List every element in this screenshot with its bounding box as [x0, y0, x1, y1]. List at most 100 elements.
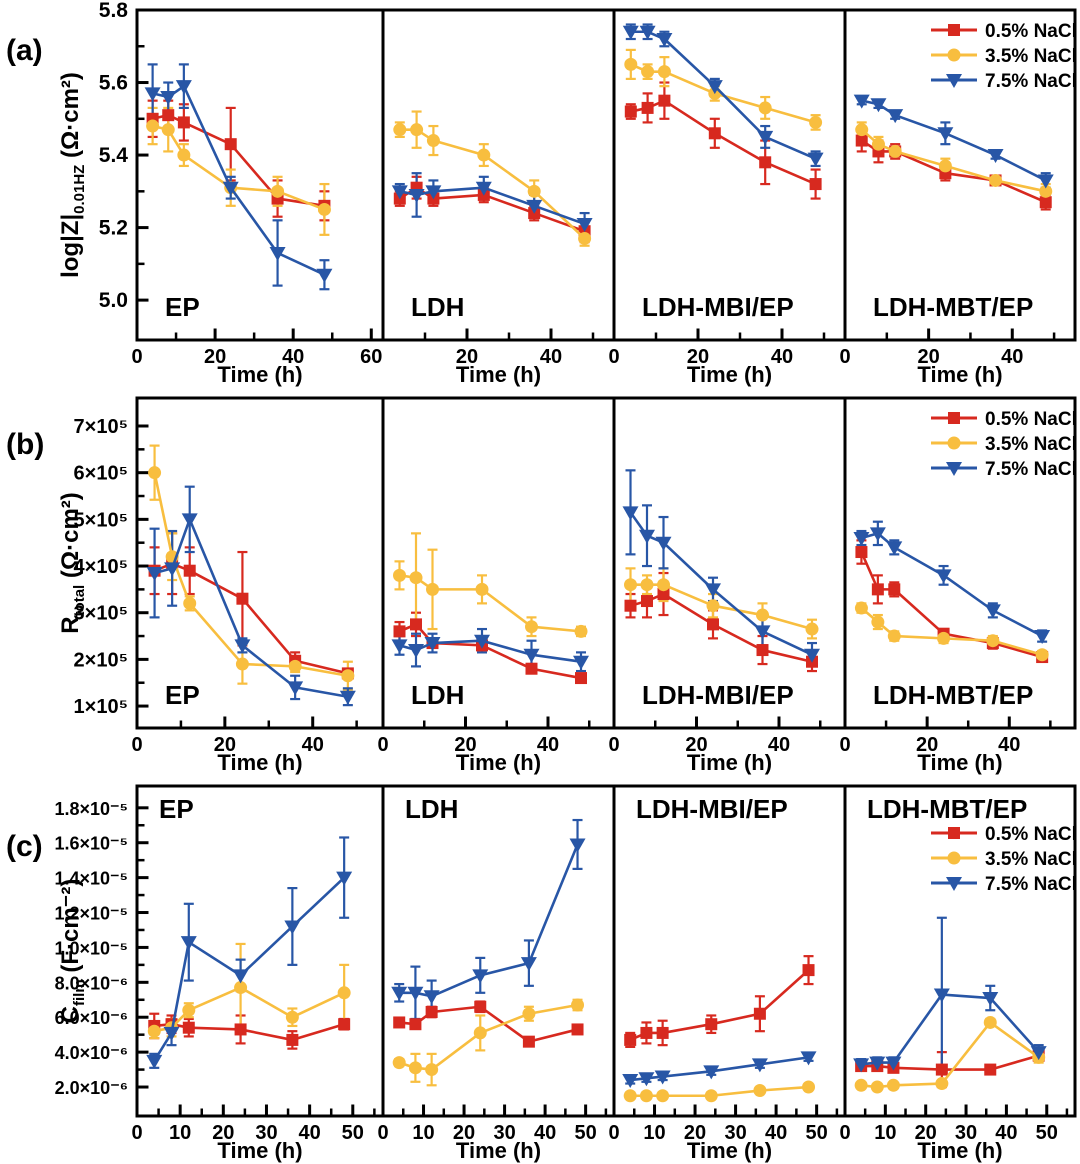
square-marker — [409, 1018, 422, 1031]
circle-marker — [854, 1078, 868, 1092]
panel-border — [135, 784, 385, 1118]
chart-row-b: (b) Rtotal (Ω·cm²) 1×10⁵ 2×10⁵ 3×10⁵ 4×10⁵ 5×1… — [0, 388, 1080, 776]
triangle-down-marker — [284, 920, 301, 935]
circle-marker — [855, 123, 869, 137]
triangle-down-marker — [853, 94, 870, 109]
panel-ep: 0 20 40 60 Time (h) EP — [131, 8, 385, 387]
circle-marker — [624, 578, 637, 592]
series-3.5-nacl — [148, 466, 355, 683]
x-axis-label: Time (h) — [456, 1138, 541, 1163]
x-tick-label: 30 — [493, 1122, 515, 1144]
panel-border — [843, 396, 1077, 730]
circle-marker — [177, 148, 191, 162]
circle-marker — [989, 173, 1003, 187]
square-marker — [809, 178, 822, 191]
y-tick-label: 1.2×10⁻⁵ — [54, 904, 128, 924]
triangle-down-marker — [269, 246, 286, 261]
panel-border — [612, 8, 847, 342]
square-marker — [162, 109, 175, 122]
triangle-down-marker — [754, 625, 771, 640]
circle-marker — [522, 1007, 536, 1021]
legend-label: 0.5% NaCl — [985, 824, 1077, 845]
series-3.5-nacl — [855, 123, 1053, 198]
series-0.5-nacl — [855, 134, 1052, 209]
square-marker — [525, 662, 538, 675]
circle-marker — [426, 582, 439, 596]
series-3.5-nacl — [624, 578, 819, 636]
panel-ep: 0 10 20 30 40 50 Time (h) EP — [131, 784, 385, 1163]
x-axis-label: Time (h) — [687, 750, 772, 775]
circle-marker — [641, 65, 655, 79]
circle-marker — [758, 101, 772, 115]
triangle-down-marker — [1037, 174, 1054, 189]
circle-marker — [871, 137, 885, 151]
circle-marker — [525, 620, 538, 634]
square-marker — [624, 1033, 637, 1046]
triangle-down-marker — [656, 33, 673, 48]
square-marker — [871, 583, 884, 596]
x-tick-label: 0 — [131, 734, 142, 756]
square-marker — [707, 618, 719, 631]
triangle-down-marker — [391, 986, 408, 1001]
x-tick-label: 20 — [214, 734, 236, 756]
triangle-down-marker — [622, 1074, 639, 1089]
circle-marker — [578, 231, 592, 245]
square-marker — [888, 583, 901, 596]
x-tick-label: 50 — [575, 1122, 597, 1144]
y-tick-label: 4×10⁵ — [74, 556, 128, 578]
x-tick-label: 40 — [765, 1122, 787, 1144]
series-line — [154, 1022, 345, 1042]
errorbars-triangle-down — [149, 836, 350, 1069]
errorbars-triangle-down — [625, 469, 817, 668]
panel-title: EP — [165, 292, 200, 322]
triangle-down-marker — [804, 648, 820, 663]
series-0.5-nacl — [624, 964, 815, 1046]
triangle-down-marker — [160, 91, 177, 106]
x-axis-label: Time (h) — [217, 1138, 302, 1163]
triangle-down-marker — [526, 199, 543, 214]
y-axis-label: Rtotal (Ω·cm²) — [57, 492, 88, 634]
x-tick-label: 0 — [608, 734, 619, 756]
chart-row-a-svg: (a)log|Z|0.01HZ (Ω·cm²)5.05.25.45.65.80 2… — [6, 0, 1077, 387]
y-tick-label: 6×10⁵ — [74, 463, 128, 485]
triangle-down-marker — [423, 990, 440, 1005]
square-marker — [802, 964, 815, 977]
series-3.5-nacl — [392, 998, 585, 1077]
x-tick-label: 10 — [643, 1122, 665, 1144]
errorbars-circle — [394, 532, 586, 638]
series-3.5-nacl — [393, 568, 588, 638]
triangle-down-marker — [886, 541, 903, 556]
triangle-down-marker — [569, 838, 586, 853]
triangle-down-marker — [622, 25, 639, 40]
triangle-down-marker — [234, 639, 251, 654]
triangle-down-marker — [757, 130, 774, 145]
series-line — [861, 993, 1040, 1066]
chart-row-c-svg: (c) Cfilm (F·cm⁻²) 2.0×10⁻⁶ 4.0×10⁻⁶ 6.0×10⁻… — [6, 784, 1077, 1163]
triangle-down-marker — [622, 506, 639, 521]
square-marker — [182, 1021, 195, 1034]
series-line — [398, 623, 582, 680]
series-7.5-nacl — [622, 25, 824, 167]
circle-marker — [288, 659, 302, 673]
legend-label: 7.5% NaCl — [985, 71, 1077, 92]
square-marker — [224, 138, 237, 151]
series-3.5-nacl — [146, 119, 331, 216]
triangle-down-marker — [232, 969, 249, 984]
circle-marker — [337, 986, 351, 1000]
series-0.5-nacl — [855, 546, 1049, 664]
square-marker — [425, 1005, 438, 1018]
circle-marker — [871, 615, 885, 629]
square-marker — [641, 595, 653, 608]
legend: 0.5% NaCl 3.5% NaCl 7.5% NaCl — [931, 824, 1077, 895]
panel-ldh-mbt-ep: 0 10 20 30 40 50 Time (h) LDH-MBT/EP0.5% NaCl 3.… — [839, 784, 1077, 1163]
y-tick-label: 3×10⁵ — [74, 603, 128, 625]
triangle-down-marker — [164, 562, 181, 577]
square-marker — [657, 588, 670, 601]
circle-marker — [639, 1089, 653, 1103]
circle-marker — [888, 144, 902, 158]
series-line — [399, 574, 582, 633]
x-tick-label: 20 — [454, 734, 476, 756]
series-3.5-nacl — [393, 123, 592, 245]
triangle-down-marker — [639, 529, 655, 544]
